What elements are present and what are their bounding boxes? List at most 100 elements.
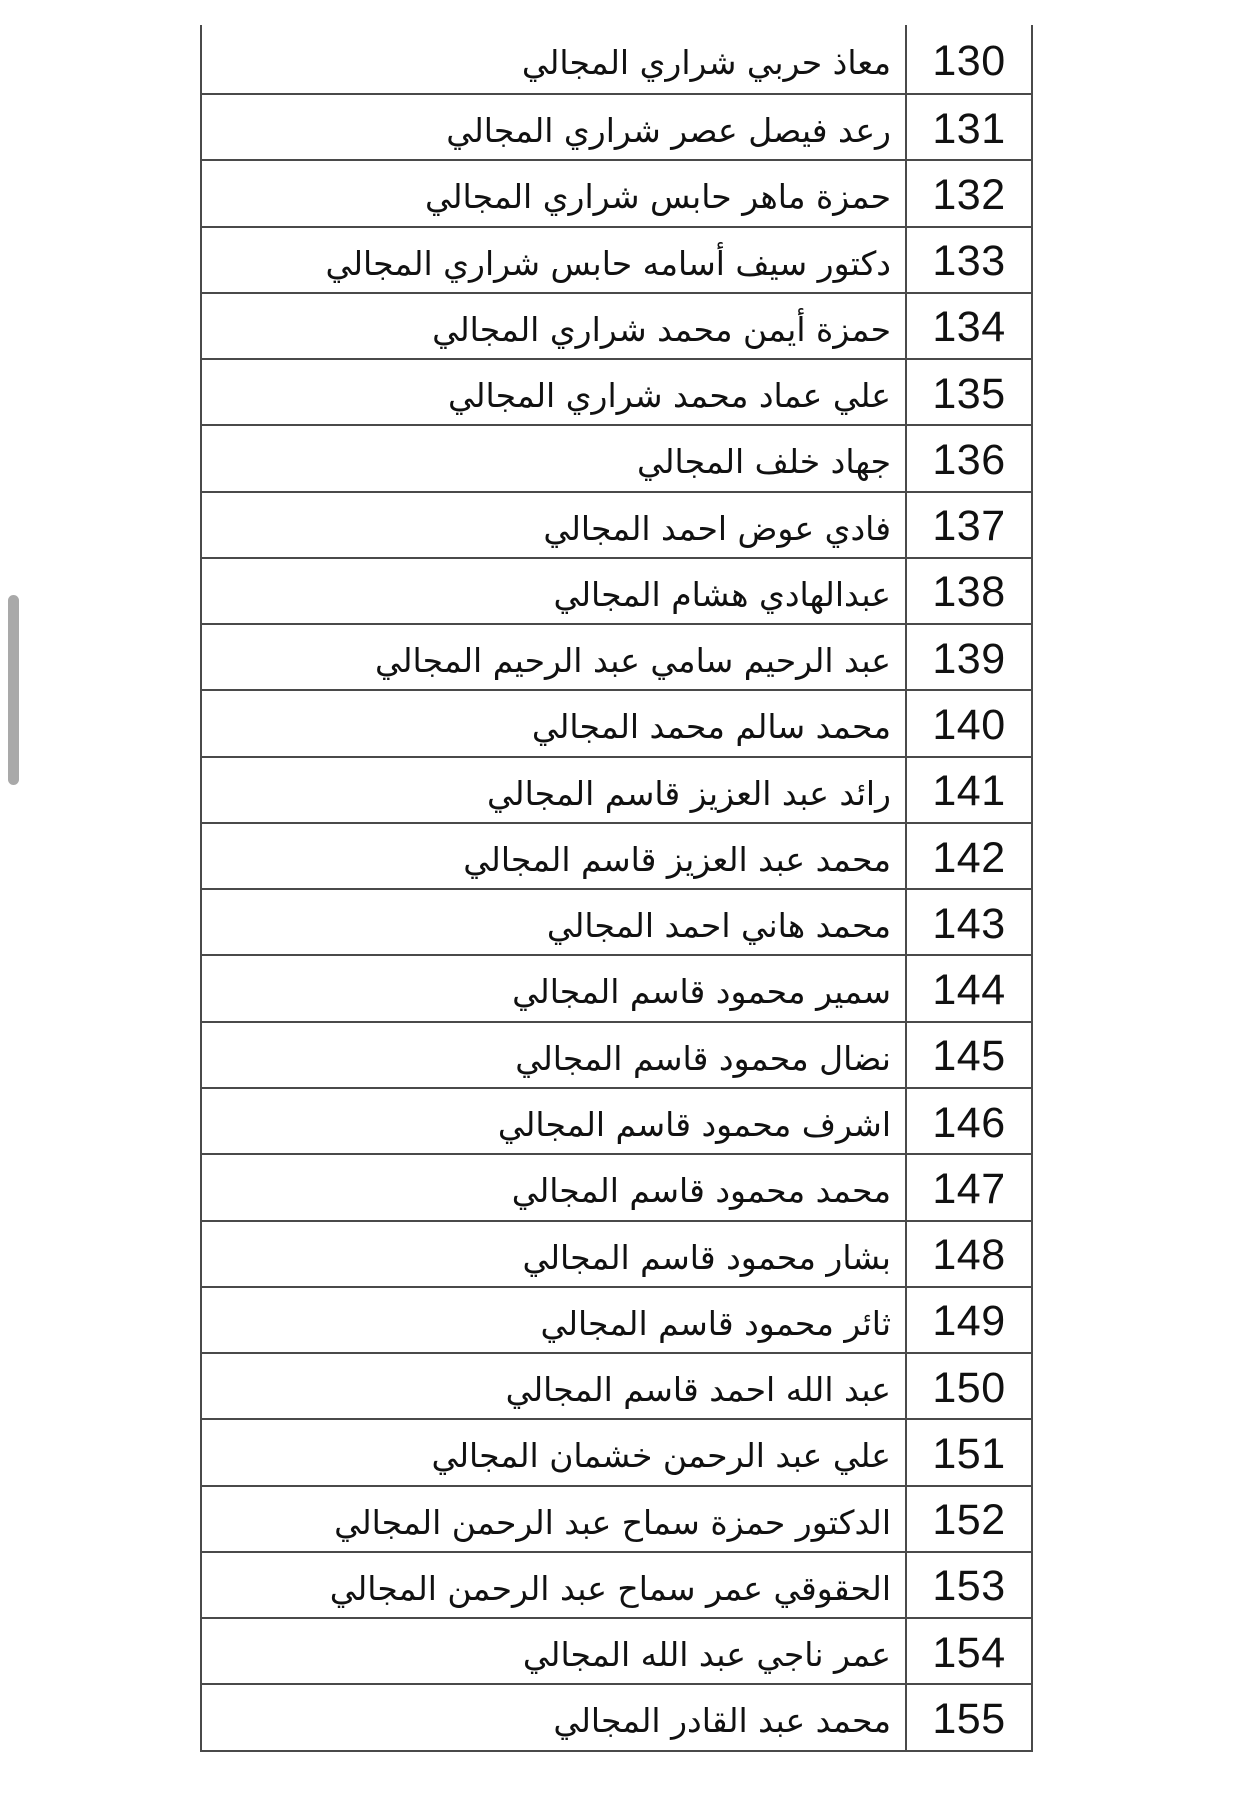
- person-name: ثائر محمود قاسم المجالي: [540, 1303, 891, 1343]
- row-number: 142: [932, 833, 1006, 882]
- row-number: 135: [932, 369, 1006, 418]
- person-name: بشار محمود قاسم المجالي: [522, 1237, 891, 1277]
- name-cell: رعد فيصل عصر شراري المجالي: [202, 95, 905, 159]
- person-name: محمد عبد العزيز قاسم المجالي: [463, 839, 891, 879]
- names-table: معاذ حربي شراري المجالي 130 رعد فيصل عصر ش…: [200, 25, 1033, 1752]
- number-cell: 155: [905, 1685, 1033, 1750]
- person-name: محمد هاني احمد المجالي: [546, 906, 891, 946]
- number-cell: 141: [905, 757, 1033, 822]
- number-cell: 148: [905, 1221, 1033, 1286]
- person-name: نضال محمود قاسم المجالي: [515, 1038, 891, 1078]
- vertical-scrollbar-thumb[interactable]: [8, 595, 19, 785]
- name-cell: عبد الرحيم سامي عبد الرحيم المجالي: [202, 625, 905, 689]
- number-cell: 143: [905, 890, 1033, 955]
- person-name: الدكتور حمزة سماح عبد الرحمن المجالي: [334, 1502, 891, 1542]
- person-name: محمد سالم محمد المجالي: [531, 707, 891, 747]
- person-name: عبد الرحيم سامي عبد الرحيم المجالي: [375, 641, 891, 681]
- table-row: بشار محمود قاسم المجالي 148: [202, 1221, 1033, 1288]
- table-row: رعد فيصل عصر شراري المجالي 131: [202, 95, 1033, 162]
- name-cell: محمد محمود قاسم المجالي: [202, 1155, 905, 1219]
- person-name: علي عماد محمد شراري المجالي: [448, 376, 891, 416]
- name-cell: ثائر محمود قاسم المجالي: [202, 1288, 905, 1352]
- name-cell: جهاد خلف المجالي: [202, 426, 905, 490]
- name-cell: حمزة ماهر حابس شراري المجالي: [202, 161, 905, 225]
- person-name: رعد فيصل عصر شراري المجالي: [446, 110, 891, 150]
- row-number: 134: [932, 303, 1006, 352]
- person-name: اشرف محمود قاسم المجالي: [497, 1104, 891, 1144]
- name-cell: معاذ حربي شراري المجالي: [202, 25, 905, 93]
- person-name: جهاد خلف المجالي: [636, 442, 891, 482]
- number-cell: 150: [905, 1354, 1033, 1419]
- row-number: 153: [932, 1562, 1006, 1611]
- table-row: عمر ناجي عبد الله المجالي 154: [202, 1619, 1033, 1686]
- row-number: 139: [932, 634, 1006, 683]
- name-cell: عبدالهادي هشام المجالي: [202, 559, 905, 623]
- table-row: سمير محمود قاسم المجالي 144: [202, 956, 1033, 1023]
- number-cell: 151: [905, 1420, 1033, 1485]
- row-number: 140: [932, 701, 1006, 750]
- row-number: 147: [932, 1164, 1006, 1213]
- name-cell: دكتور سيف أسامه حابس شراري المجالي: [202, 228, 905, 292]
- table-row: معاذ حربي شراري المجالي 130: [202, 25, 1033, 95]
- person-name: الحقوقي عمر سماح عبد الرحمن المجالي: [329, 1568, 891, 1608]
- table-row: دكتور سيف أسامه حابس شراري المجالي 133: [202, 227, 1033, 294]
- table-row: محمد عبد القادر المجالي 155: [202, 1685, 1033, 1752]
- name-cell: نضال محمود قاسم المجالي: [202, 1023, 905, 1087]
- person-name: عبدالهادي هشام المجالي: [553, 574, 891, 614]
- table-row: محمد هاني احمد المجالي 143: [202, 890, 1033, 957]
- row-number: 141: [932, 767, 1006, 816]
- number-cell: 136: [905, 426, 1033, 491]
- table-row: محمد محمود قاسم المجالي 147: [202, 1155, 1033, 1222]
- name-cell: سمير محمود قاسم المجالي: [202, 956, 905, 1020]
- number-cell: 139: [905, 625, 1033, 690]
- number-cell: 146: [905, 1088, 1033, 1154]
- number-cell: 137: [905, 492, 1033, 557]
- name-cell: حمزة أيمن محمد شراري المجالي: [202, 294, 905, 358]
- row-number: 131: [932, 104, 1006, 153]
- number-cell: 149: [905, 1287, 1033, 1353]
- number-cell: 153: [905, 1552, 1033, 1618]
- row-number: 138: [932, 568, 1006, 617]
- name-cell: محمد سالم محمد المجالي: [202, 691, 905, 755]
- table-row: علي عبد الرحمن خشمان المجالي 151: [202, 1420, 1033, 1487]
- person-name: سمير محمود قاسم المجالي: [512, 972, 891, 1012]
- table-row: نضال محمود قاسم المجالي 145: [202, 1022, 1033, 1089]
- number-cell: 144: [905, 956, 1033, 1021]
- name-cell: اشرف محمود قاسم المجالي: [202, 1089, 905, 1153]
- number-cell: 130: [905, 25, 1033, 93]
- table-row: اشرف محمود قاسم المجالي 146: [202, 1088, 1033, 1156]
- person-name: حمزة ماهر حابس شراري المجالي: [425, 177, 891, 217]
- table-row: الدكتور حمزة سماح عبد الرحمن المجالي 152: [202, 1486, 1033, 1553]
- row-number: 146: [932, 1098, 1006, 1147]
- row-number: 137: [932, 502, 1006, 551]
- row-number: 136: [932, 435, 1006, 484]
- table-row: ثائر محمود قاسم المجالي 149: [202, 1287, 1033, 1355]
- person-name: عمر ناجي عبد الله المجالي: [522, 1635, 891, 1675]
- person-name: معاذ حربي شراري المجالي: [521, 42, 891, 82]
- name-cell: محمد هاني احمد المجالي: [202, 890, 905, 954]
- row-number: 155: [932, 1695, 1006, 1743]
- name-cell: بشار محمود قاسم المجالي: [202, 1222, 905, 1286]
- row-number: 152: [932, 1496, 1006, 1545]
- row-number: 133: [932, 237, 1006, 286]
- table-row: محمد عبد العزيز قاسم المجالي 142: [202, 823, 1033, 891]
- number-cell: 132: [905, 161, 1033, 226]
- number-cell: 138: [905, 558, 1033, 624]
- row-number: 154: [932, 1628, 1006, 1677]
- number-cell: 145: [905, 1022, 1033, 1087]
- table-row: محمد سالم محمد المجالي 140: [202, 691, 1033, 758]
- name-cell: فادي عوض احمد المجالي: [202, 493, 905, 557]
- person-name: حمزة أيمن محمد شراري المجالي: [432, 309, 891, 349]
- number-cell: 135: [905, 360, 1033, 425]
- table-row: الحقوقي عمر سماح عبد الرحمن المجالي 153: [202, 1552, 1033, 1620]
- table-row: حمزة أيمن محمد شراري المجالي 134: [202, 293, 1033, 361]
- row-number: 150: [932, 1363, 1006, 1412]
- name-cell: رائد عبد العزيز قاسم المجالي: [202, 758, 905, 822]
- name-cell: علي عماد محمد شراري المجالي: [202, 360, 905, 424]
- person-name: محمد محمود قاسم المجالي: [511, 1171, 891, 1211]
- person-name: عبد الله احمد قاسم المجالي: [505, 1370, 891, 1410]
- person-name: فادي عوض احمد المجالي: [543, 508, 891, 548]
- name-cell: الحقوقي عمر سماح عبد الرحمن المجالي: [202, 1553, 905, 1617]
- table-row: عبد الرحيم سامي عبد الرحيم المجالي 139: [202, 625, 1033, 692]
- number-cell: 142: [905, 823, 1033, 889]
